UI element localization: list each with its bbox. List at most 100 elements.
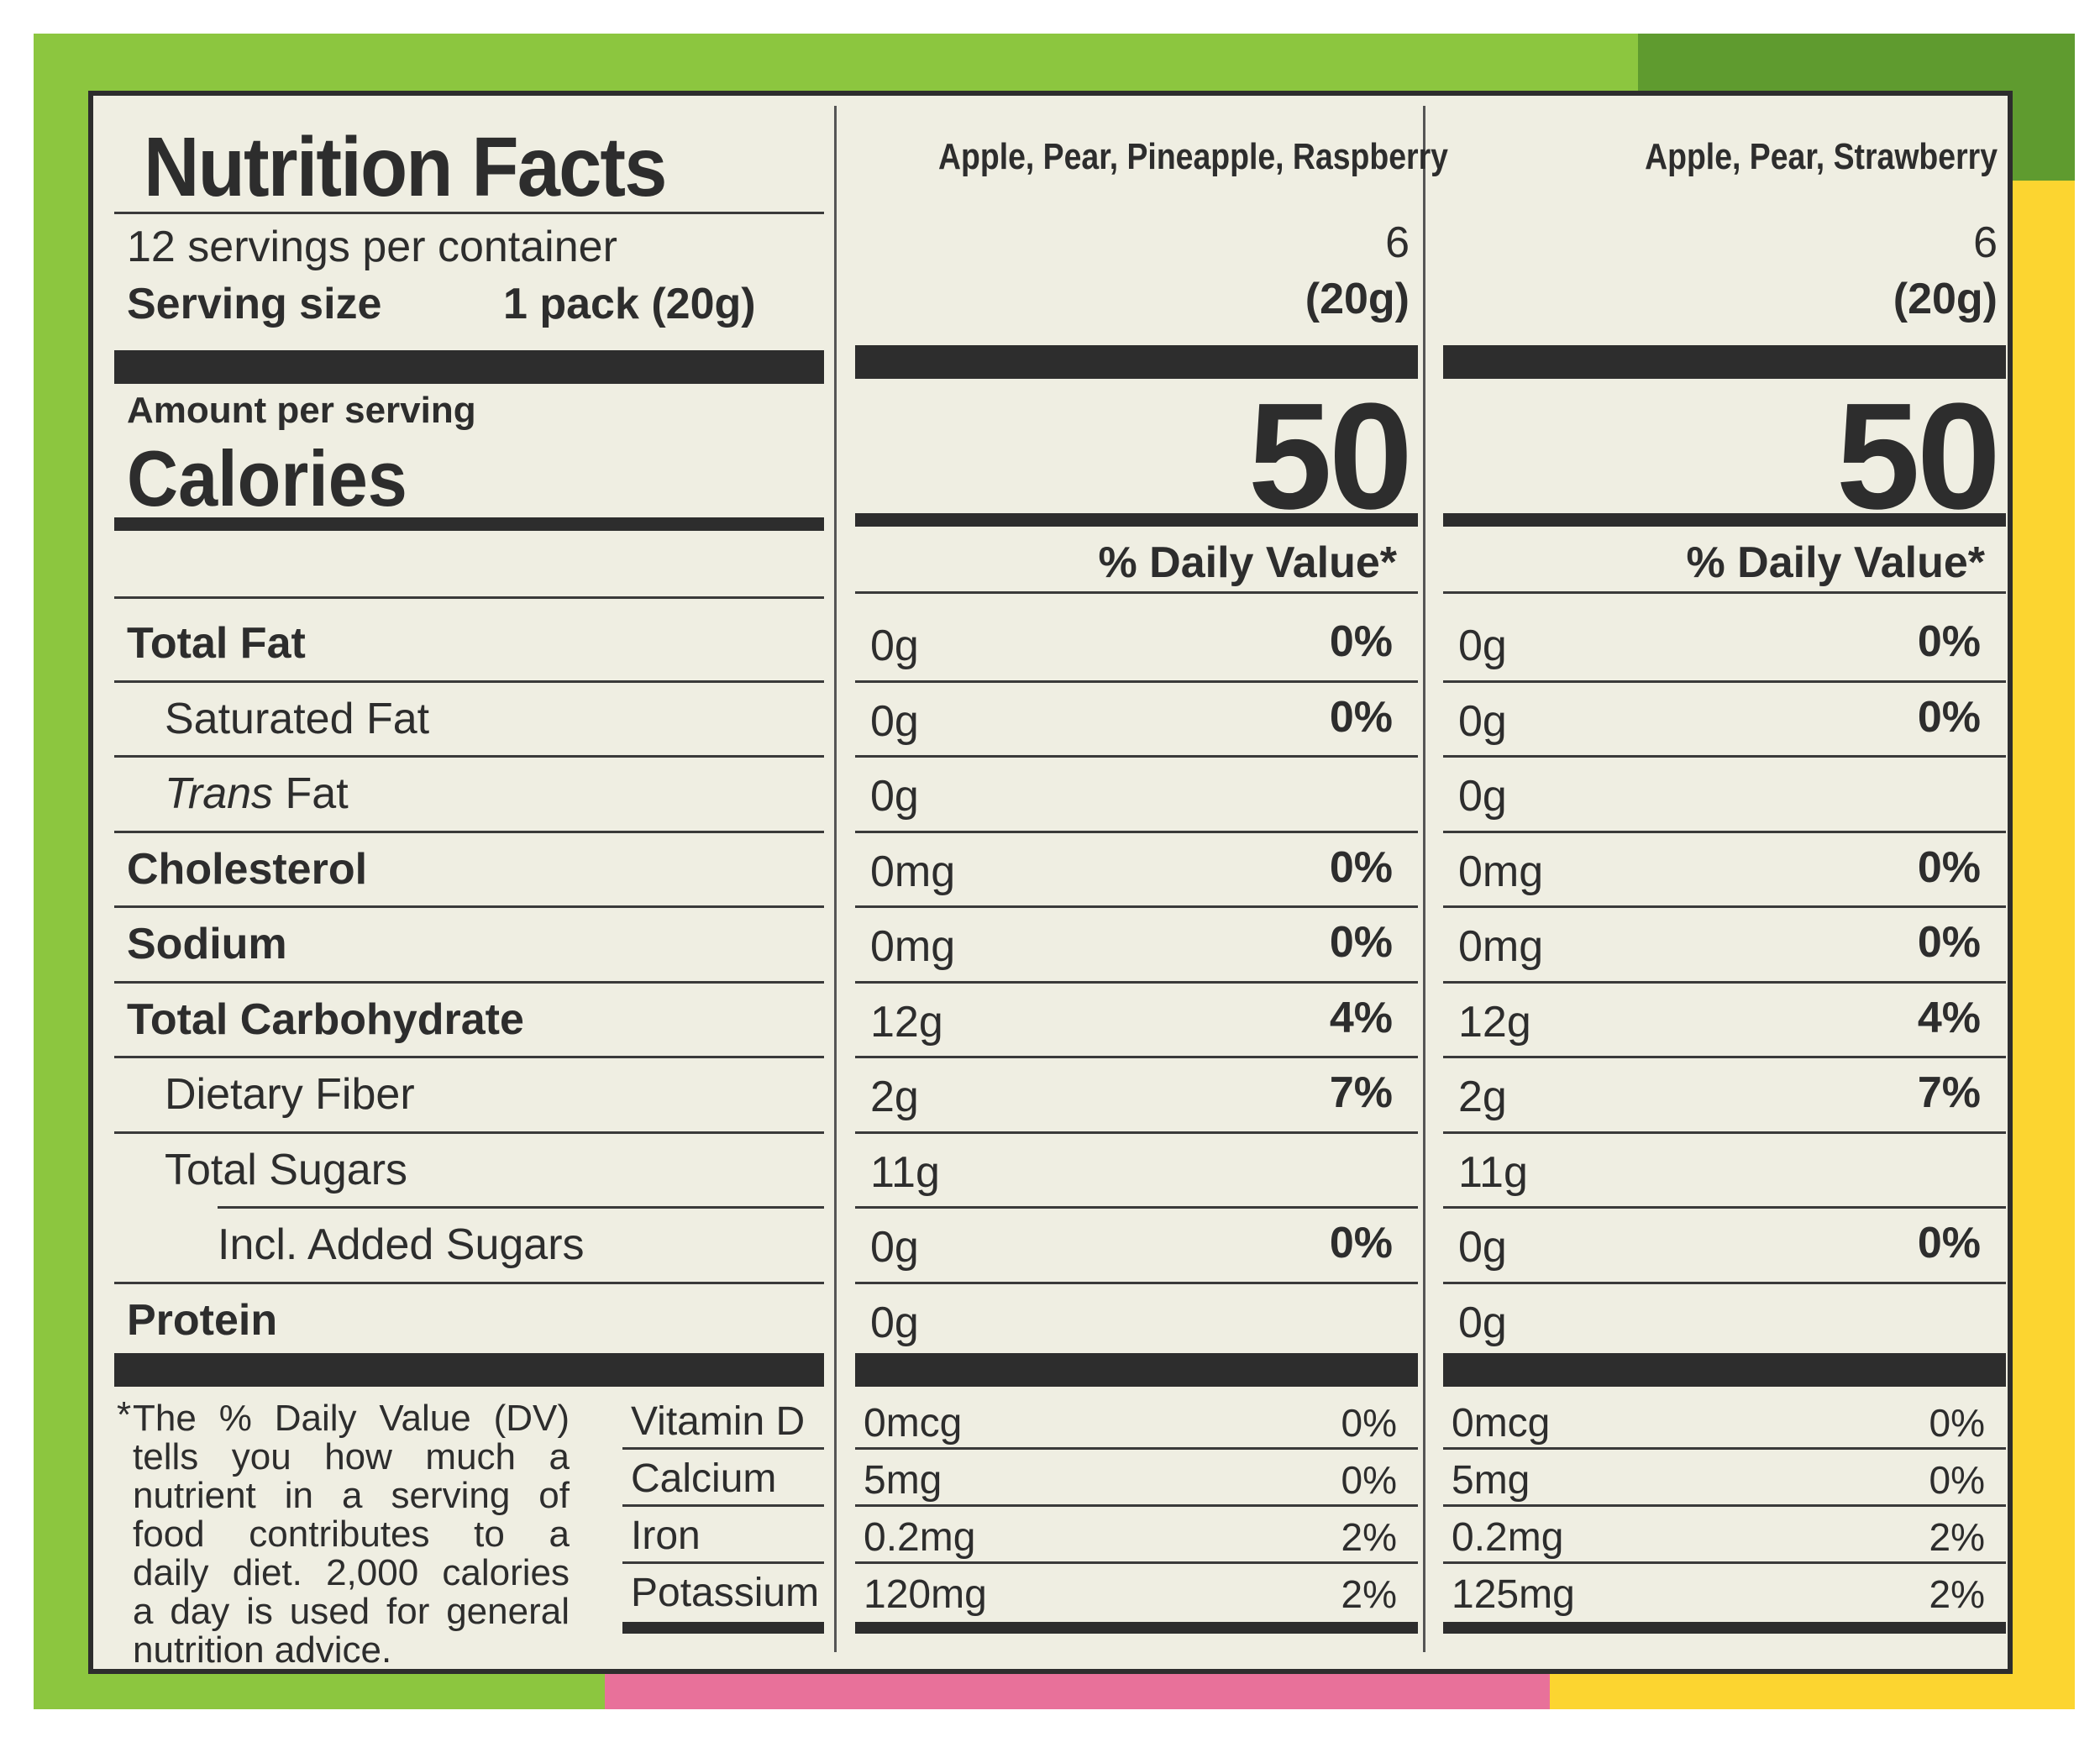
row-rule <box>1443 679 2006 683</box>
vitamin-amount: 0mcg <box>1452 1401 1551 1446</box>
vitamin-rule <box>622 1504 824 1507</box>
vitamin-rule <box>855 1447 1418 1450</box>
nutrient-amount: 0g <box>870 696 919 746</box>
nutrient-amount: 0g <box>870 772 919 821</box>
serving-size-label: Serving size <box>127 280 382 328</box>
calories-value: 50 <box>1835 372 2001 541</box>
vitamin-rule <box>855 1504 1418 1507</box>
nutrient-amount: 0g <box>1458 1298 1507 1347</box>
calories-bar-col <box>1443 513 2006 527</box>
column-divider-2 <box>1423 106 1425 1652</box>
row-rule <box>114 596 824 599</box>
daily-value-header: % Daily Value* <box>1098 538 1397 587</box>
nutrient-label-text: Protein <box>127 1295 278 1345</box>
row-rule <box>114 1056 824 1058</box>
row-rule <box>1443 591 2006 594</box>
footnote: The % Daily Value (DV) tells you how much… <box>133 1399 570 1670</box>
vitamin-label: Potassium <box>631 1571 820 1615</box>
amount-per-serving: Amount per serving <box>127 390 476 431</box>
row-rule <box>114 679 824 683</box>
nutrient-label: Total Carbohydrate <box>127 994 524 1045</box>
nutrient-daily-value: 0% <box>1329 1219 1393 1267</box>
row-rule <box>1443 1131 2006 1134</box>
nutrient-daily-value: 0% <box>1917 617 1981 666</box>
vitamin-amount: 0.2mg <box>864 1515 976 1560</box>
row-rule <box>1443 1206 2006 1209</box>
column-serving-size: (20g) <box>1305 275 1410 323</box>
row-rule <box>218 1206 824 1209</box>
nutrient-label-text: Dietary Fiber <box>165 1070 415 1119</box>
nutrient-daily-value: 0% <box>1917 918 1981 967</box>
nutrient-daily-value: 0% <box>1917 1219 1981 1267</box>
nutrient-daily-value: 7% <box>1917 1068 1981 1117</box>
daily-value-header: % Daily Value* <box>1686 538 1985 587</box>
vitamin-rule <box>855 1561 1418 1564</box>
serving-size-value: 1 pack (20g) <box>503 280 756 328</box>
vitamin-bottom-bar-col <box>1443 1622 2006 1634</box>
nutrient-daily-value: 4% <box>1329 993 1393 1042</box>
nutrient-amount: 0g <box>1458 622 1507 670</box>
title-rule <box>114 212 824 214</box>
calories-label: Calories <box>127 434 407 522</box>
footnote-star: * <box>117 1394 132 1435</box>
vitamin-amount: 120mg <box>864 1572 987 1617</box>
row-rule <box>855 1131 1418 1134</box>
nutrition-facts-panel: Nutrition Facts 12 servings per containe… <box>88 91 2013 1674</box>
nutrient-amount: 0mg <box>1458 847 1544 896</box>
vitamin-label: Calcium <box>631 1456 777 1501</box>
nutrient-amount: 0mg <box>870 847 956 896</box>
vitamin-amount: 0mcg <box>864 1401 963 1446</box>
footnote-line: food contributes to a <box>133 1514 570 1555</box>
vitamin-amount: 5mg <box>864 1458 942 1503</box>
nutrient-amount: 12g <box>870 997 943 1047</box>
footnote-line: tells you how much a <box>133 1436 570 1477</box>
row-rule <box>1443 755 2006 758</box>
nutrient-label: Total Fat <box>127 618 306 669</box>
row-rule <box>855 755 1418 758</box>
nutrient-label-italic: Trans <box>165 769 274 818</box>
column-servings: 6 <box>1385 218 1410 267</box>
nutrient-amount: 12g <box>1458 997 1531 1047</box>
row-rule <box>114 1131 824 1134</box>
nutrient-amount: 11g <box>870 1147 940 1197</box>
thick-bar-top-col <box>855 345 1418 379</box>
footnote-line: nutrient in a serving of <box>133 1475 570 1516</box>
thick-bar-top-col <box>1443 345 2006 379</box>
row-rule <box>855 1281 1418 1284</box>
variety-name: Apple, Pear, Pineapple, Raspberry <box>938 136 1448 177</box>
vitamin-bottom-bar <box>622 1622 824 1634</box>
nutrient-daily-value: 0% <box>1917 692 1981 742</box>
nutrient-daily-value: 0% <box>1329 918 1393 967</box>
nutrient-amount: 11g <box>1458 1147 1528 1197</box>
vitamin-daily-value: 2% <box>1929 1515 1985 1559</box>
vitamin-bottom-bar-col <box>855 1622 1418 1634</box>
nutrient-daily-value: 0% <box>1329 842 1393 892</box>
row-rule <box>855 1206 1418 1209</box>
nutrient-daily-value: 0% <box>1329 692 1393 742</box>
row-rule <box>1443 1281 2006 1284</box>
row-rule <box>855 679 1418 683</box>
footnote-line: nutrition advice. <box>133 1629 392 1671</box>
nutrient-amount: 0mg <box>870 922 956 971</box>
nutrient-amount: 0g <box>870 1298 919 1347</box>
nutrient-label: Saturated Fat <box>165 694 429 744</box>
row-rule <box>1443 830 2006 833</box>
calories-bar <box>114 517 824 531</box>
vitamin-rule <box>1443 1447 2006 1450</box>
nutrient-label: Protein <box>127 1295 277 1346</box>
column-servings: 6 <box>1973 218 1998 267</box>
nutrient-label-text: Fat <box>273 769 349 818</box>
vitamin-amount: 125mg <box>1452 1572 1575 1617</box>
row-rule <box>114 830 824 833</box>
nutrient-amount: 0g <box>1458 696 1507 746</box>
nutrient-label-text: Total Fat <box>127 619 306 668</box>
nutrient-amount: 0g <box>1458 772 1507 821</box>
vitamin-daily-value: 0% <box>1341 1458 1397 1502</box>
nutrient-amount: 0mg <box>1458 922 1544 971</box>
nutrient-label-text: Cholesterol <box>127 844 368 894</box>
vitamin-daily-value: 0% <box>1929 1458 1985 1502</box>
nutrient-daily-value: 4% <box>1917 993 1981 1042</box>
nutrient-label: Dietary Fiber <box>165 1069 415 1120</box>
column-serving-size: (20g) <box>1893 275 1998 323</box>
thick-bar-bottom-col2 <box>1443 1353 2006 1387</box>
